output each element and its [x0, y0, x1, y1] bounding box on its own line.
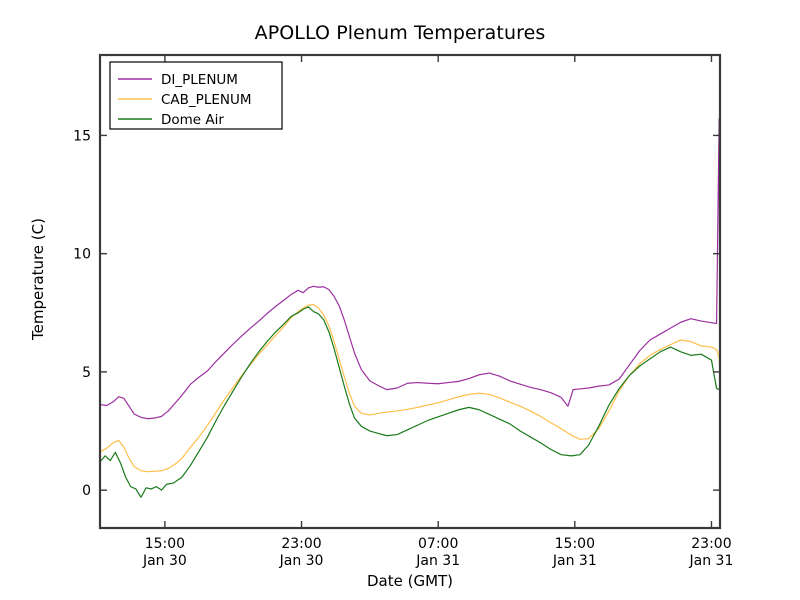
x-tick-label-date: Jan 31	[689, 553, 734, 569]
legend-label-cab-plenum: CAB_PLENUM	[161, 92, 252, 108]
x-tick-label-date: Jan 31	[415, 553, 460, 569]
y-tick-label: 0	[82, 483, 91, 499]
chart-title: APOLLO Plenum Temperatures	[254, 22, 546, 44]
series-group	[100, 118, 720, 498]
legend-items: DI_PLENUM CAB_PLENUM Dome Air	[118, 72, 252, 128]
x-tick-label-date: Jan 30	[142, 553, 187, 569]
axis-ticks	[100, 55, 720, 528]
x-tick-label-time: 23:00	[281, 536, 321, 552]
series-line-di-plenum	[100, 118, 720, 420]
y-tick-label: 10	[73, 247, 91, 263]
legend-label-di-plenum: DI_PLENUM	[161, 72, 238, 88]
x-tick-label-time: 15:00	[145, 536, 185, 552]
y-tick-labels: 0 5 10 15	[73, 128, 91, 499]
y-tick-label: 15	[73, 128, 91, 144]
x-tick-label-time: 23:00	[691, 536, 731, 552]
axis-frame	[98, 53, 722, 530]
x-tick-label-date: Jan 30	[279, 553, 324, 569]
series-line-dome-air	[100, 306, 720, 498]
chart-legend: DI_PLENUM CAB_PLENUM Dome Air	[109, 61, 283, 130]
x-tick-label-time: 07:00	[418, 536, 458, 552]
x-tick-label-date: Jan 31	[552, 553, 597, 569]
y-tick-label: 5	[82, 365, 91, 381]
legend-label-dome-air: Dome Air	[161, 112, 224, 128]
series-line-cab-plenum	[100, 303, 720, 473]
x-axis-label: Date (GMT)	[366, 572, 454, 590]
plot-background	[100, 55, 720, 528]
x-tick-label-time: 15:00	[555, 536, 595, 552]
legend-box	[109, 61, 283, 130]
